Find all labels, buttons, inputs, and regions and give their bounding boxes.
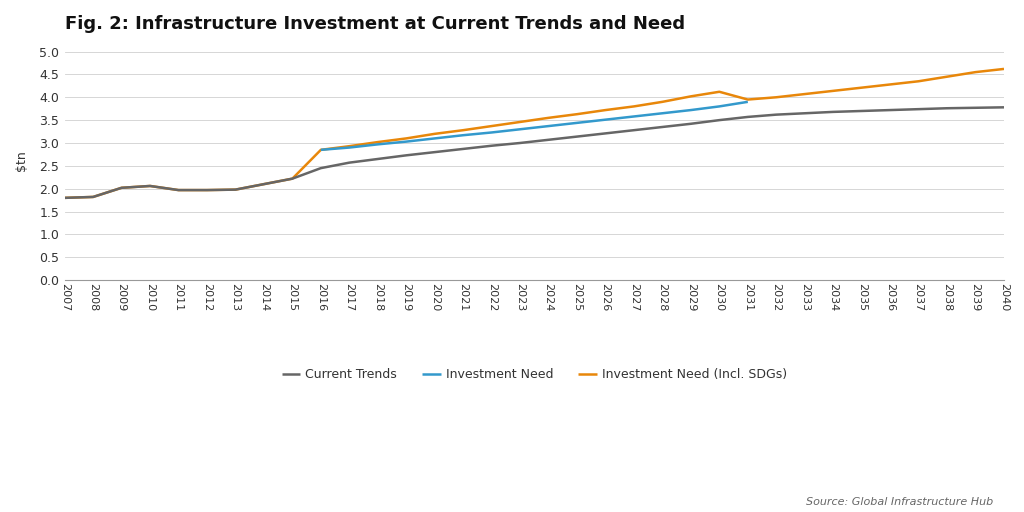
Text: Source: Global Infrastructure Hub: Source: Global Infrastructure Hub	[806, 497, 993, 507]
Investment Need (Incl. SDGs)	[201, 187, 213, 193]
Investment Need	[314, 147, 327, 153]
Investment Need (Incl. SDGs)	[314, 147, 327, 153]
Current Trends	[400, 152, 413, 158]
Current Trends	[372, 156, 384, 162]
Investment Need	[343, 144, 355, 151]
Investment Need	[429, 135, 441, 141]
Investment Need (Incl. SDGs)	[599, 107, 611, 113]
Current Trends	[229, 186, 242, 193]
Investment Need (Incl. SDGs)	[855, 84, 867, 91]
Investment Need	[571, 120, 584, 126]
Investment Need	[372, 141, 384, 147]
Current Trends	[770, 112, 782, 118]
Investment Need (Incl. SDGs)	[485, 123, 498, 129]
Current Trends	[144, 183, 157, 189]
Current Trends	[884, 107, 896, 113]
Current Trends	[116, 185, 128, 191]
Line: Current Trends: Current Trends	[65, 108, 1004, 198]
Investment Need (Incl. SDGs)	[116, 185, 128, 191]
Current Trends	[258, 181, 270, 187]
Current Trends	[685, 121, 697, 127]
Investment Need (Incl. SDGs)	[172, 187, 184, 193]
Investment Need (Incl. SDGs)	[741, 96, 754, 102]
Current Trends	[855, 108, 867, 114]
Current Trends	[713, 117, 725, 123]
Investment Need	[485, 130, 498, 136]
Investment Need	[741, 99, 754, 105]
Y-axis label: $tn: $tn	[15, 150, 28, 170]
Current Trends	[343, 160, 355, 166]
Investment Need	[457, 132, 469, 138]
Investment Need (Incl. SDGs)	[514, 119, 526, 125]
Current Trends	[58, 195, 71, 201]
Current Trends	[314, 165, 327, 171]
Investment Need (Incl. SDGs)	[713, 89, 725, 95]
Investment Need (Incl. SDGs)	[912, 78, 925, 84]
Investment Need (Incl. SDGs)	[799, 91, 811, 97]
Investment Need (Incl. SDGs)	[656, 99, 669, 105]
Investment Need (Incl. SDGs)	[571, 111, 584, 117]
Current Trends	[485, 143, 498, 149]
Investment Need (Incl. SDGs)	[543, 115, 555, 121]
Current Trends	[543, 137, 555, 143]
Investment Need	[543, 123, 555, 129]
Investment Need	[514, 126, 526, 132]
Current Trends	[571, 134, 584, 140]
Investment Need (Incl. SDGs)	[372, 139, 384, 145]
Investment Need (Incl. SDGs)	[87, 194, 99, 200]
Text: Fig. 2: Infrastructure Investment at Current Trends and Need: Fig. 2: Infrastructure Investment at Cur…	[65, 15, 685, 33]
Current Trends	[941, 105, 953, 111]
Investment Need (Incl. SDGs)	[287, 176, 299, 182]
Current Trends	[912, 106, 925, 112]
Investment Need (Incl. SDGs)	[628, 103, 640, 110]
Current Trends	[970, 105, 982, 111]
Investment Need (Incl. SDGs)	[144, 183, 157, 189]
Current Trends	[799, 110, 811, 116]
Investment Need (Incl. SDGs)	[400, 135, 413, 141]
Current Trends	[741, 114, 754, 120]
Investment Need (Incl. SDGs)	[457, 127, 469, 133]
Investment Need	[656, 110, 669, 116]
Current Trends	[656, 124, 669, 130]
Investment Need	[628, 113, 640, 119]
Investment Need (Incl. SDGs)	[997, 66, 1010, 72]
Current Trends	[287, 176, 299, 182]
Investment Need (Incl. SDGs)	[941, 74, 953, 80]
Current Trends	[172, 187, 184, 193]
Investment Need (Incl. SDGs)	[827, 88, 840, 94]
Current Trends	[827, 109, 840, 115]
Investment Need (Incl. SDGs)	[770, 94, 782, 100]
Investment Need	[599, 117, 611, 123]
Investment Need (Incl. SDGs)	[343, 143, 355, 150]
Current Trends	[599, 131, 611, 137]
Current Trends	[514, 140, 526, 146]
Current Trends	[87, 194, 99, 200]
Current Trends	[429, 149, 441, 155]
Investment Need	[713, 103, 725, 110]
Investment Need (Incl. SDGs)	[229, 186, 242, 193]
Line: Investment Need (Incl. SDGs): Investment Need (Incl. SDGs)	[65, 69, 1004, 198]
Current Trends	[201, 187, 213, 193]
Legend: Current Trends, Investment Need, Investment Need (Incl. SDGs): Current Trends, Investment Need, Investm…	[276, 363, 793, 386]
Investment Need	[685, 107, 697, 113]
Investment Need (Incl. SDGs)	[685, 93, 697, 99]
Current Trends	[457, 146, 469, 152]
Investment Need (Incl. SDGs)	[58, 195, 71, 201]
Line: Investment Need: Investment Need	[321, 102, 748, 150]
Investment Need (Incl. SDGs)	[429, 131, 441, 137]
Investment Need	[400, 139, 413, 145]
Investment Need (Incl. SDGs)	[970, 69, 982, 75]
Current Trends	[997, 104, 1010, 111]
Current Trends	[628, 127, 640, 133]
Investment Need (Incl. SDGs)	[258, 181, 270, 187]
Investment Need (Incl. SDGs)	[884, 81, 896, 88]
